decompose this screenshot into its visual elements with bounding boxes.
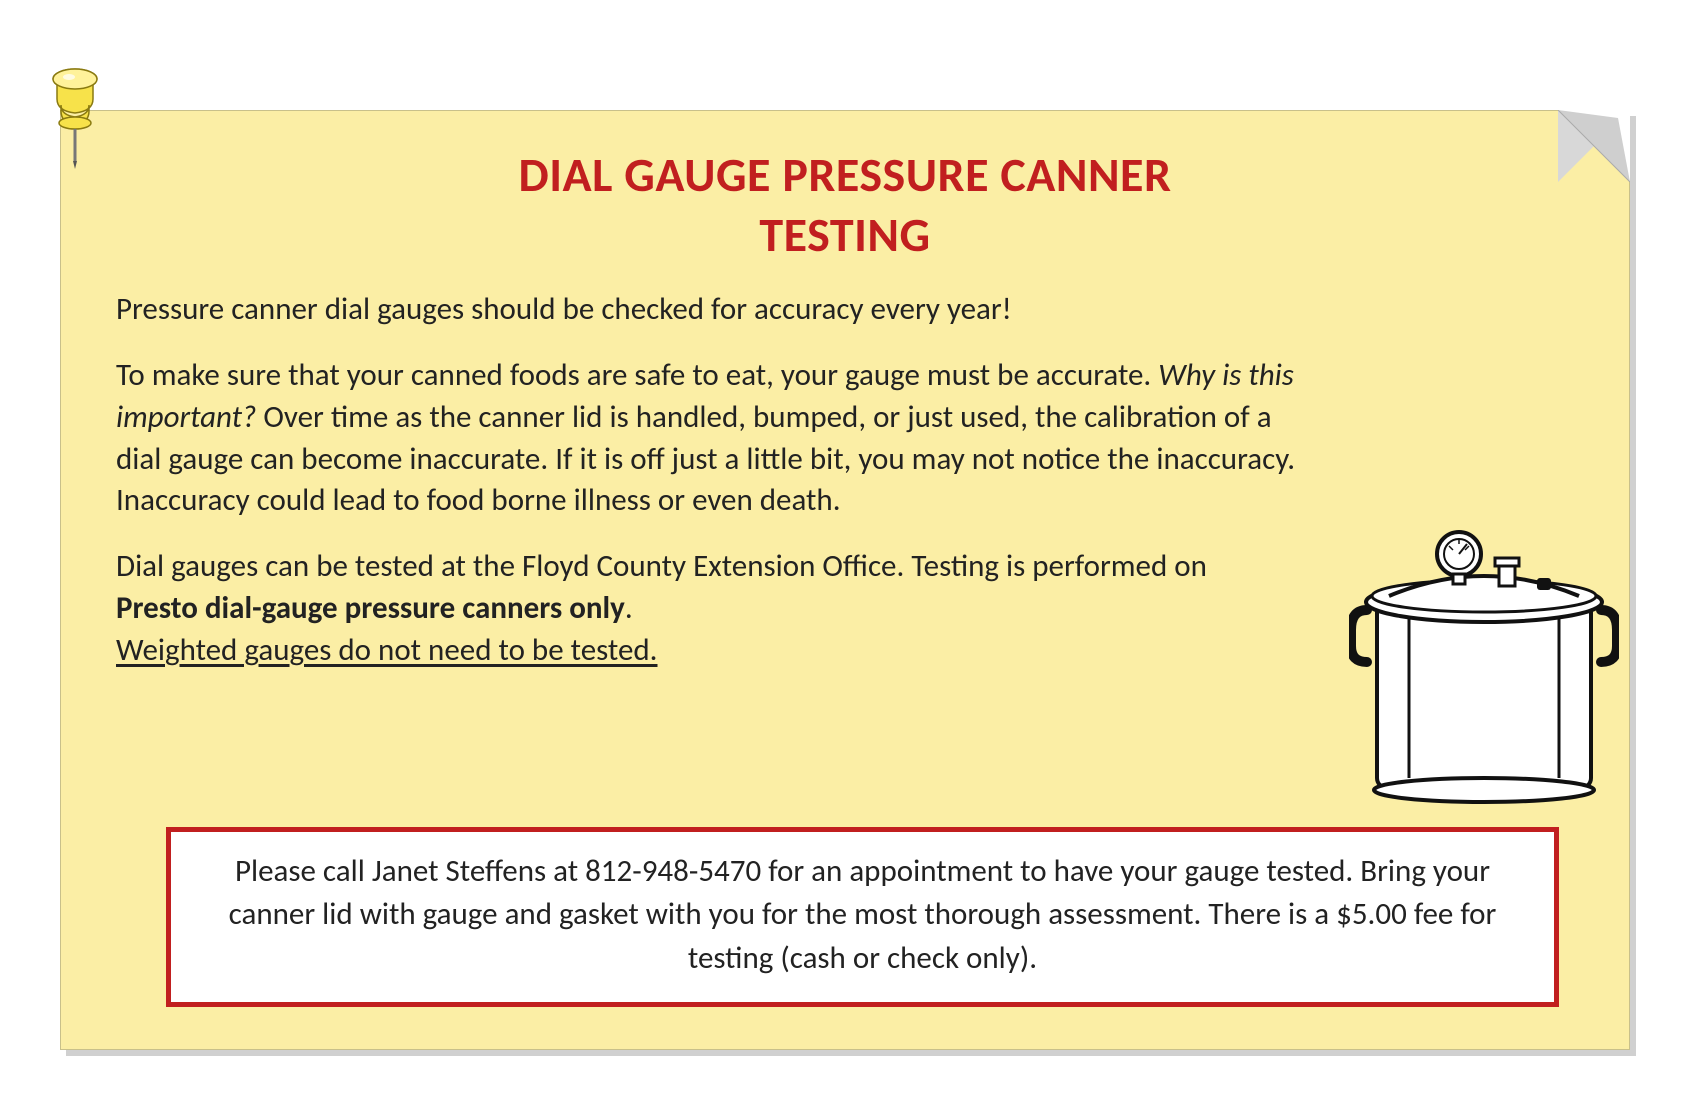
p3-underline: Weighted gauges do not need to be tested…	[116, 631, 658, 669]
note-body: DIAL GAUGE PRESSURE CANNER TESTING Press…	[60, 110, 1630, 1050]
p2-text-b: Over time as the canner lid is handled, …	[116, 398, 1295, 520]
p3-text-a: Dial gauges can be tested at the Floyd C…	[116, 547, 1207, 585]
sticky-note: DIAL GAUGE PRESSURE CANNER TESTING Press…	[60, 110, 1630, 1050]
title-line1: DIAL GAUGE PRESSURE CANNER	[518, 145, 1171, 204]
p3-bold: Presto dial-gauge pressure canners only	[116, 589, 625, 627]
pushpin-icon	[39, 61, 111, 171]
callout-box: Please call Janet Steffens at 812-948-54…	[166, 827, 1559, 1007]
p2-text-a: To make sure that your canned foods are …	[116, 356, 1158, 394]
flyer-title: DIAL GAUGE PRESSURE CANNER TESTING	[196, 145, 1494, 265]
page-corner-fold-icon	[1558, 110, 1630, 182]
callout-text: Please call Janet Steffens at 812-948-54…	[229, 852, 1497, 977]
p3-text-b: .	[625, 589, 633, 627]
title-line2: TESTING	[759, 205, 930, 264]
paragraph-1: Pressure canner dial gauges should be ch…	[116, 289, 1574, 331]
paragraph-2: To make sure that your canned foods are …	[116, 355, 1574, 522]
pressure-canner-icon	[1349, 506, 1619, 806]
p1-text: Pressure canner dial gauges should be ch…	[116, 290, 1012, 328]
